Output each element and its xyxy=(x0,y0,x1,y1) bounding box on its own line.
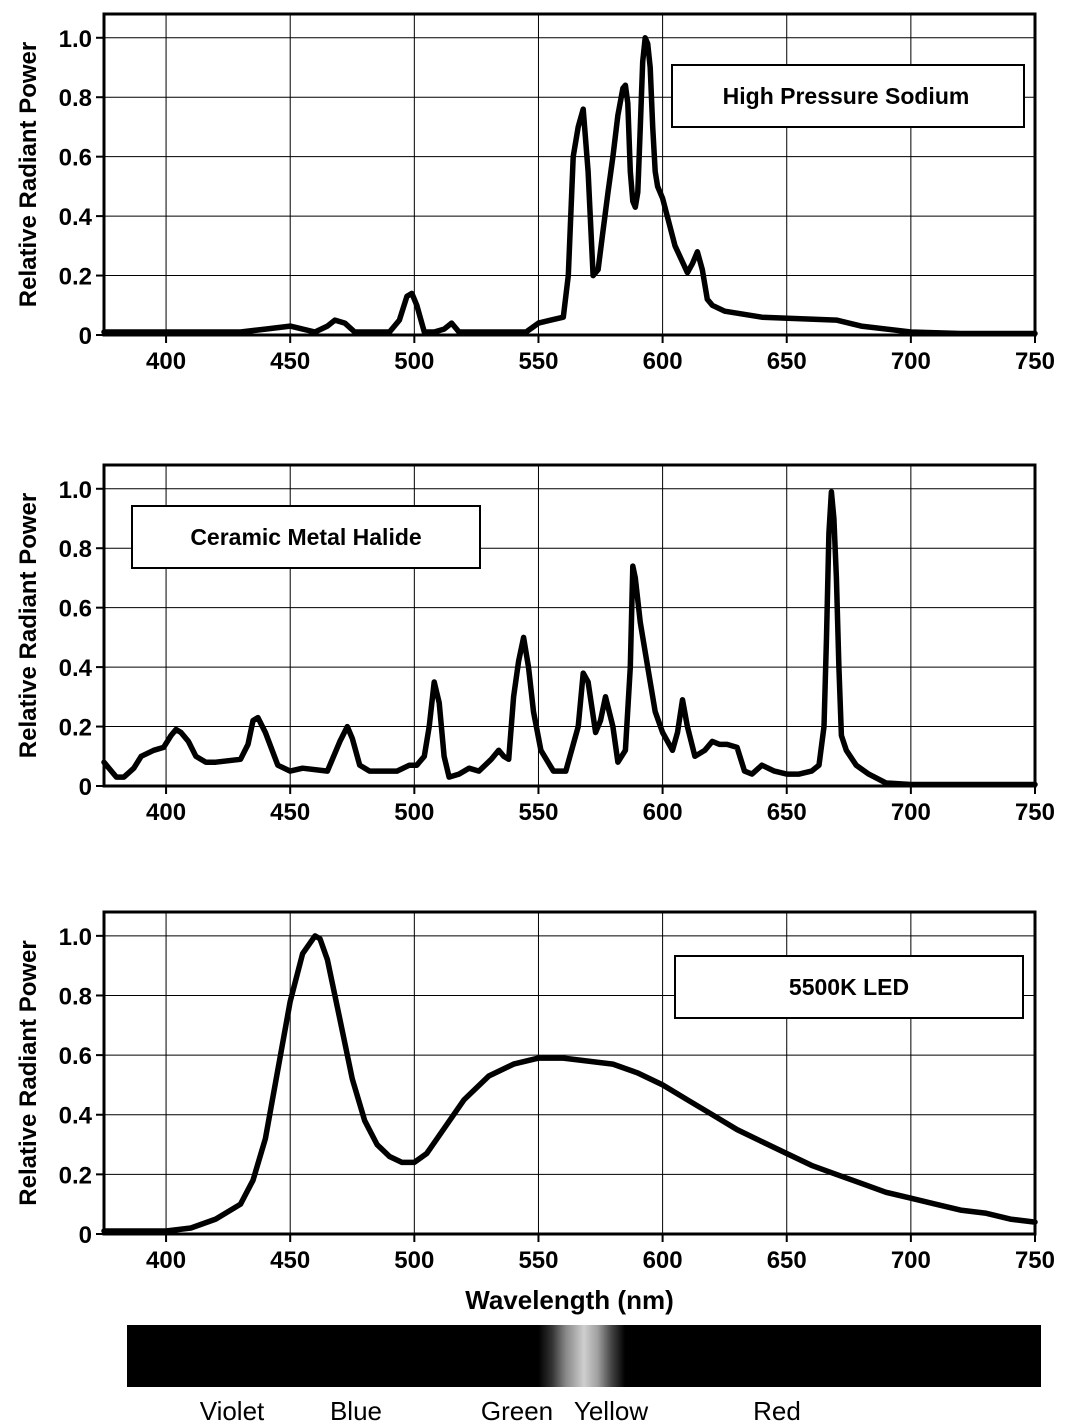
spectrum-label-red: Red xyxy=(753,1396,801,1426)
spectrum-label-green: Green xyxy=(481,1396,553,1426)
panel-3-x-tick-label: 700 xyxy=(891,1247,931,1274)
panel-3-y-tick-label: 0.6 xyxy=(59,1043,92,1070)
panel-1-x-tick-label: 550 xyxy=(518,348,558,375)
panel-3-series-line xyxy=(101,933,1038,1234)
panel-3-y-tick-label: 0.4 xyxy=(59,1103,93,1130)
panel-1-y-axis-label: Relative Radiant Power xyxy=(15,42,42,307)
spectrum-label-blue: Blue xyxy=(330,1396,382,1426)
panel-3-y-tick-label: 0 xyxy=(79,1222,92,1249)
panel-2-legend-label: Ceramic Metal Halide xyxy=(190,524,421,550)
panel-3-y-tick-label: 1.0 xyxy=(59,924,92,951)
panel-1-y-tick-label: 1.0 xyxy=(59,26,92,53)
panel-1-x-tick-label: 700 xyxy=(891,348,931,375)
panel-2-x-tick-label: 600 xyxy=(643,799,683,826)
panel-1-x-tick-label: 400 xyxy=(146,348,186,375)
panel-3-x-tick-label: 450 xyxy=(270,1247,310,1274)
panel-1-series-line xyxy=(101,35,1038,337)
panel-3-x-tick-label: 650 xyxy=(767,1247,807,1274)
panel-2-x-tick-label: 750 xyxy=(1015,799,1055,826)
spectrum-band xyxy=(127,1325,1041,1387)
panel-1-x-tick-label: 750 xyxy=(1015,348,1055,375)
panel-3-x-tick-label: 600 xyxy=(643,1247,683,1274)
panel-2-x-tick-label: 500 xyxy=(394,799,434,826)
panel-3-legend-box xyxy=(674,955,1024,1019)
panel-1-x-tick-label: 450 xyxy=(270,348,310,375)
panel-2-x-tick-label: 450 xyxy=(270,799,310,826)
panel-2-y-axis-label: Relative Radiant Power xyxy=(15,493,42,758)
panel-2-plot-frame xyxy=(102,463,1037,788)
panel-2-y-tick-label: 0.2 xyxy=(59,715,92,742)
panel-2-series-line xyxy=(101,489,1038,788)
panel-2-y-tick-label: 0 xyxy=(79,774,92,801)
panel-1-y-tick-label: 0.2 xyxy=(59,264,92,291)
spectrum-label-violet: Violet xyxy=(200,1396,265,1426)
spectrum-label-yellow: Yellow xyxy=(574,1396,648,1426)
panel-1-x-tick-label: 600 xyxy=(643,348,683,375)
panel-3-y-tick-label: 0.2 xyxy=(59,1162,92,1189)
panel-2-y-tick-label: 1.0 xyxy=(59,477,92,504)
panel-3-y-tick-label: 0.8 xyxy=(59,983,92,1010)
panel-2-x-tick-label: 400 xyxy=(146,799,186,826)
panel-2-legend-box xyxy=(131,505,481,569)
panel-1-legend-box xyxy=(671,64,1025,128)
panel-1-y-tick-label: 0.6 xyxy=(59,145,92,172)
panel-2-x-tick-label: 700 xyxy=(891,799,931,826)
panel-3-x-tick-label: 550 xyxy=(518,1247,558,1274)
panel-3-x-tick-label: 500 xyxy=(394,1247,434,1274)
panel-1-legend-label: High Pressure Sodium xyxy=(723,83,970,109)
panel-1-y-tick-label: 0 xyxy=(79,323,92,350)
panel-2-y-tick-label: 0.8 xyxy=(59,536,92,563)
panel-3-x-axis-label: Wavelength (nm) xyxy=(465,1285,673,1315)
panel-3-legend-label: 5500K LED xyxy=(789,974,909,1000)
panel-2-x-tick-label: 650 xyxy=(767,799,807,826)
panel-1-x-tick-label: 500 xyxy=(394,348,434,375)
panel-3-y-axis-label: Relative Radiant Power xyxy=(15,940,42,1205)
panel-1-y-tick-label: 0.8 xyxy=(59,85,92,112)
panel-1-x-tick-label: 650 xyxy=(767,348,807,375)
panel-1-y-tick-label: 0.4 xyxy=(59,204,93,231)
panel-2-y-tick-label: 0.6 xyxy=(59,596,92,623)
panel-3-x-tick-label: 400 xyxy=(146,1247,186,1274)
panel-2-y-tick-label: 0.4 xyxy=(59,655,93,682)
panel-3-x-tick-label: 750 xyxy=(1015,1247,1055,1274)
panel-2-x-tick-label: 550 xyxy=(518,799,558,826)
